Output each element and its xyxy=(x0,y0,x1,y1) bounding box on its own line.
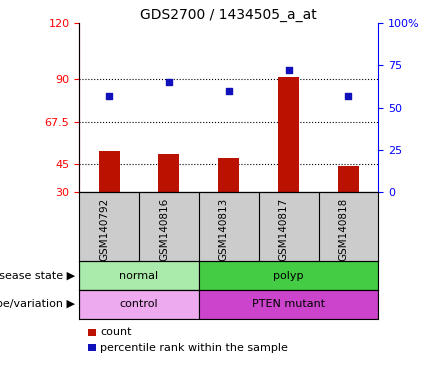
Bar xyxy=(158,154,180,192)
Point xyxy=(165,79,172,85)
Point xyxy=(225,88,232,94)
Text: genotype/variation ▶: genotype/variation ▶ xyxy=(0,299,75,310)
Title: GDS2700 / 1434505_a_at: GDS2700 / 1434505_a_at xyxy=(140,8,317,22)
Text: disease state ▶: disease state ▶ xyxy=(0,270,75,281)
Text: PTEN mutant: PTEN mutant xyxy=(252,299,325,310)
Bar xyxy=(199,261,378,290)
Bar xyxy=(218,158,239,192)
Text: percentile rank within the sample: percentile rank within the sample xyxy=(100,343,288,353)
Bar xyxy=(199,290,378,319)
Bar xyxy=(338,166,359,192)
Text: GSM140813: GSM140813 xyxy=(219,197,229,261)
Text: control: control xyxy=(120,299,158,310)
Point xyxy=(345,93,352,99)
Bar xyxy=(99,151,120,192)
Text: normal: normal xyxy=(120,270,158,281)
Text: GSM140792: GSM140792 xyxy=(99,197,109,261)
Text: polyp: polyp xyxy=(273,270,304,281)
Point xyxy=(285,67,292,73)
Text: GSM140816: GSM140816 xyxy=(159,197,169,261)
Bar xyxy=(79,290,199,319)
Text: count: count xyxy=(100,327,132,337)
Point xyxy=(106,93,113,99)
Text: GSM140817: GSM140817 xyxy=(279,197,289,261)
Bar xyxy=(278,78,299,192)
Text: GSM140818: GSM140818 xyxy=(338,197,348,261)
Bar xyxy=(79,261,199,290)
